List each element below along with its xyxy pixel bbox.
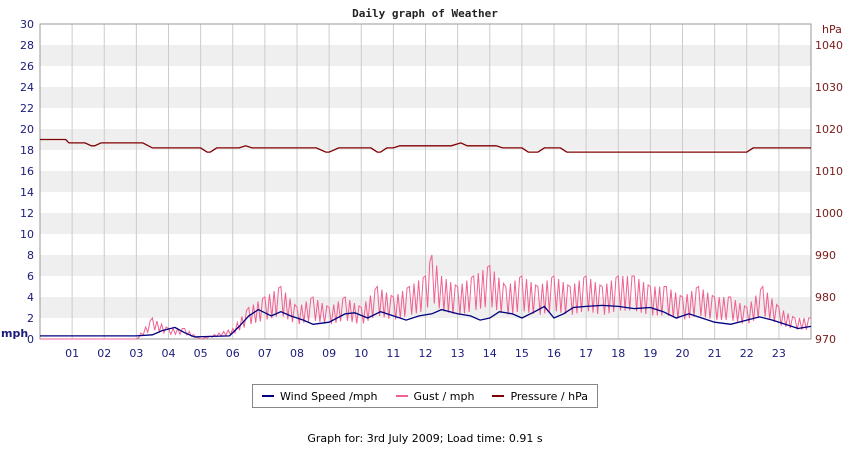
y-right-tick-label: 970 [815,333,836,346]
y-left-tick-label: 10 [20,228,34,241]
x-tick-label: 09 [322,347,336,360]
legend-label-wind: Wind Speed /mph [280,389,378,403]
x-tick-label: 16 [547,347,561,360]
x-tick-label: 05 [194,347,208,360]
x-tick-label: 07 [258,347,272,360]
x-tick-label: 02 [97,347,111,360]
y-left-tick-label: 8 [27,249,34,262]
plot-frame [39,23,812,340]
legend-swatch-gust [395,395,408,397]
y-left-tick-label: 0 [27,333,34,346]
legend-item-pressure: Pressure / hPa [492,390,588,403]
legend-label-gust: Gust / mph [413,389,475,403]
left-axis-unit: mph [1,327,28,340]
y-left-tick-label: 2 [27,312,34,325]
y-left-tick-label: 16 [20,165,34,178]
x-tick-label: 04 [162,347,176,360]
y-left-tick-label: 14 [20,186,34,199]
y-left-tick-label: 24 [20,81,34,94]
y-left-tick-label: 20 [20,123,34,136]
x-tick-label: 11 [386,347,400,360]
y-left-tick-label: 30 [20,18,34,31]
right-axis-ticks: 970 980 990 1000 1010 1020 1030 1040 [815,39,843,346]
x-tick-label: 17 [579,347,593,360]
x-axis-ticks: 01 02 03 04 05 06 07 08 09 10 11 12 13 14 15 16 17 18 19 20… [65,347,786,360]
x-tick-label: 19 [643,347,657,360]
y-left-tick-label: 22 [20,102,34,115]
series-line-wind-speed [40,304,812,338]
x-tick-label: 01 [65,347,79,360]
right-axis-unit: hPa [822,23,842,36]
y-right-tick-label: 990 [815,249,836,262]
legend: Wind Speed /mph Gust / mph Pressure / hP… [252,384,598,408]
x-tick-label: 12 [419,347,433,360]
y-left-tick-label: 6 [27,270,34,283]
legend-label-pressure: Pressure / hPa [510,389,588,403]
y-left-tick-label: 18 [20,144,34,157]
y-right-tick-label: 1040 [815,39,843,52]
y-right-tick-label: 1010 [815,165,843,178]
y-left-tick-label: 26 [20,60,34,73]
x-tick-label: 06 [226,347,240,360]
series-lines [40,138,812,340]
series-line-pressure [40,138,811,153]
x-tick-label: 18 [611,347,625,360]
x-tick-label: 08 [290,347,304,360]
y-right-tick-label: 980 [815,291,836,304]
x-tick-label: 23 [772,347,786,360]
y-left-tick-label: 4 [27,291,34,304]
footer-status: Graph for: 3rd July 2009; Load time: 0.9… [307,432,543,445]
x-tick-label: 03 [129,347,143,360]
x-tick-label: 20 [676,347,690,360]
x-tick-label: 14 [483,347,497,360]
x-tick-label: 13 [451,347,465,360]
legend-item-wind: Wind Speed /mph [262,390,378,403]
y-right-tick-label: 1020 [815,123,843,136]
y-right-tick-label: 1000 [815,207,843,220]
chart-title: Daily graph of Weather [352,7,498,20]
x-tick-label: 15 [515,347,529,360]
legend-swatch-wind [262,395,274,397]
x-tick-label: 22 [740,347,754,360]
legend-swatch-pressure [492,395,505,397]
y-left-tick-label: 12 [20,207,34,220]
x-tick-label: 21 [708,347,722,360]
y-right-tick-label: 1030 [815,81,843,94]
y-left-tick-label: 28 [20,39,34,52]
x-tick-label: 10 [354,347,368,360]
legend-item-gust: Gust / mph [395,389,475,403]
